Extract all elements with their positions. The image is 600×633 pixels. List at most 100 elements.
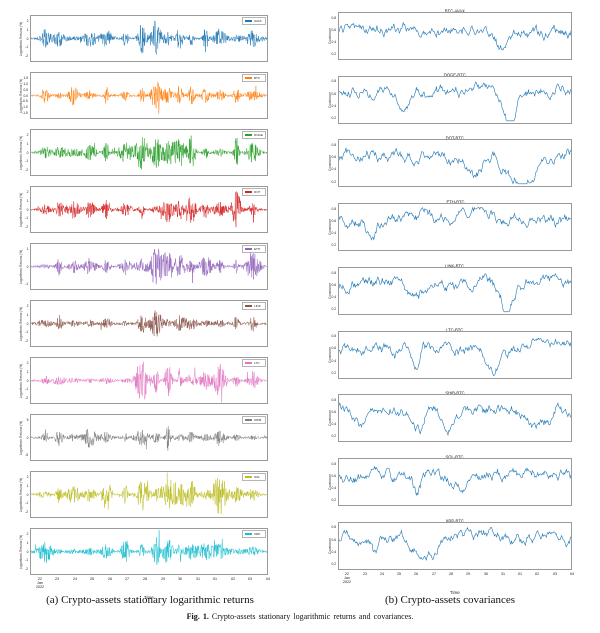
legend-label-ltc: LTC [253,361,260,365]
covariance-subplot-link-btc: LINK-BTCCovariance0.80.60.40.2 [326,259,584,315]
legend-dot: DOT [242,188,266,196]
x-tick-label: 01 [518,571,523,576]
returns-series-doge [31,135,267,170]
y-tick-label: 0.0 [23,93,28,98]
legend-label-dot: DOT [253,190,260,194]
legend-line-avax [245,20,252,22]
x-tick-label: 27 [431,571,436,576]
returns-subplot-ltc: Logarithmic Returns (%) 2 1 0 -1 -2 LTC [16,357,272,404]
returns-plot-sol: SOL [30,471,268,518]
covariance-plot-btc-avax [338,12,572,60]
y-tick-label: 1 [26,312,28,317]
covariance-series-ltc-btc [339,337,571,376]
x-axis-title-text: Time [450,589,460,595]
subplot-title-text: SOL-BTC [446,455,464,460]
subplot-title-text: DOT-BTC [446,136,464,141]
y-tick-label: -2 [25,396,28,401]
y-tick-label: 1 [26,483,28,488]
y-tick-label: 0 [26,378,28,383]
y-tick-label: 0.2 [331,434,336,439]
figure-caption-text: Crypto-assets stationary logarithmic ret… [211,612,414,621]
legend-ltc: LTC [242,359,266,367]
covariance-plot-xrp-btc [338,521,572,570]
y-tick-labels: 0.8 0.6 0.4 0.2 [326,394,337,442]
x-tick-label: 31 [500,571,505,576]
y-tick-labels: 0.8 0.6 0.4 0.2 [326,139,337,187]
subplot-title-text: SHIB-BTC [445,391,464,396]
y-tick-label: 0.4 [331,103,336,108]
covariance-plot-ltc-btc [338,330,572,379]
y-tick-label: 1 [26,540,28,545]
covariance-subplot-sol-btc: SOL-BTCCovariance0.80.60.40.2 [326,450,584,506]
y-tick-label: -2 [25,567,28,572]
covariance-subplot-btc-avax: BTC-AVAXCovariance0.80.60.40.2 [326,4,584,60]
returns-series-eth [31,248,267,285]
y-tick-label: -1 [25,558,28,563]
legend-label-wrap: DOT [254,189,263,195]
y-tick-label: -1 [25,45,28,50]
figure-caption-label: Fig. 1. [186,612,209,621]
covariance-title-btc-avax: BTC-AVAX [338,4,572,14]
y-tick-labels: 1.5 1.0 0.5 0.0 -0.5 -1.0 -1.5 [17,72,29,119]
returns-plot-link: LINK [30,300,268,347]
legend-label-shib: SHIB [253,418,261,422]
y-tick-labels: 5 0 -5 [17,414,29,461]
y-tick-label: 0 [26,549,28,554]
y-tick-label: 0.5 [23,87,28,92]
y-tick-label: 0.8 [331,206,336,211]
legend-line-ltc [245,362,252,364]
legend-label-wrap: XRP [254,531,263,537]
y-tick-label: 0.6 [331,537,336,542]
covariance-series-dot-btc [339,147,571,185]
y-tick-labels: 2 1 0 -1 -2 [17,129,29,176]
y-tick-label: 1 [26,141,28,146]
y-tick-label: 0.4 [331,358,336,363]
covariance-subplot-shib-btc: SHIB-BTCCovariance0.80.60.40.2 [326,386,584,443]
legend-btc: BTC [242,74,266,82]
legend-shib: SHIB [242,416,266,424]
returns-series-xrp [31,530,267,565]
legend-eth: ETH [242,245,266,253]
returns-plot-btc: BTC [30,72,268,119]
covariance-title-link-btc: LINK-BTC [338,259,572,269]
y-tick-label: 0.8 [331,525,336,530]
covariance-series-sol-btc [339,465,571,496]
legend-line-shib [245,419,252,421]
x-tick-label: 02 [230,576,235,581]
returns-series-shib [31,425,267,451]
y-tick-label: -1 [25,159,28,164]
returns-subplot-shib: Logarithmic Returns (%) 5 0 -5 SHIB [16,414,272,461]
y-tick-labels: 1 0 -1 [17,243,29,290]
y-tick-label: 2 [26,531,28,536]
legend-label-wrap: DOGE [254,132,263,138]
y-tick-label: 2 [26,360,28,365]
legend-label-wrap: SOL [254,474,263,480]
covariance-subplot-ltc-btc: LTC-BTCCovariance0.80.60.40.2 [326,323,584,379]
x-tick-label: 24 [72,576,77,581]
x-tick-label: 22 Jan 2022 [343,571,352,584]
subplot-title-text: ETH-BTC [446,200,464,205]
legend-label-eth: ETH [253,247,260,251]
y-tick-label: 2 [26,18,28,23]
x-tick-label: 02 [535,571,540,576]
covariance-plot-link-btc [338,266,572,315]
returns-series-avax [31,20,267,55]
returns-subplot-dot: Logarithmic Returns (%) 2 1 0 -1 -2 DOT [16,186,272,233]
returns-series-link [31,310,267,337]
y-tick-labels: 0.8 0.6 0.4 0.2 [326,331,337,379]
y-tick-label: 0.4 [331,549,336,554]
legend-label-doge: DOGE [253,133,263,137]
x-tick-label: 04 [265,576,271,581]
returns-series-dot [31,191,267,228]
x-tick-label: 28 [448,571,454,576]
y-tick-label: 0.4 [331,486,336,490]
x-axis-ticks: 22 Jan 2022 23 24 25 26 27 28 29 30 31 01 02 03 04 [30,576,271,592]
y-tick-label: 0.6 [331,219,336,223]
y-tick-label: -1 [25,387,28,392]
covariance-title-eth-btc: ETH-BTC [338,195,572,205]
x-tick-label: 24 [379,571,384,576]
x-tick-label: 03 [248,576,253,581]
subplot-title-text: DOGE-BTC [444,73,466,78]
returns-plot-eth: ETH [30,243,268,290]
y-tick-label: -2 [25,510,28,515]
